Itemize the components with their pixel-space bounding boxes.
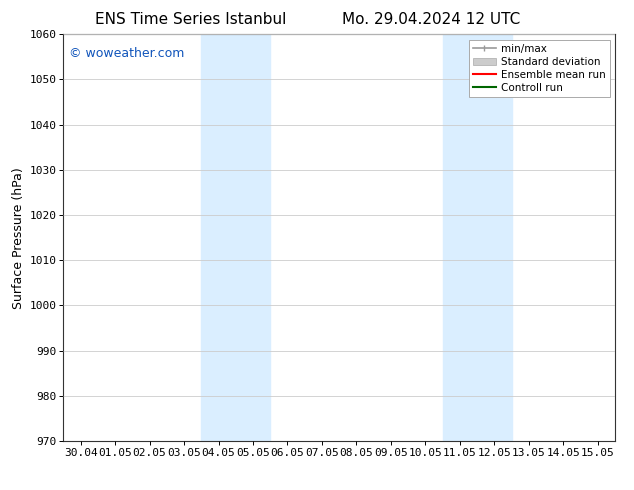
Legend: min/max, Standard deviation, Ensemble mean run, Controll run: min/max, Standard deviation, Ensemble me… [469,40,610,97]
Bar [443,34,512,441]
Text: © woweather.com: © woweather.com [69,47,184,59]
Text: Mo. 29.04.2024 12 UTC: Mo. 29.04.2024 12 UTC [342,12,521,27]
Text: ENS Time Series Istanbul: ENS Time Series Istanbul [94,12,286,27]
Bar [202,34,270,441]
Y-axis label: Surface Pressure (hPa): Surface Pressure (hPa) [12,167,25,309]
